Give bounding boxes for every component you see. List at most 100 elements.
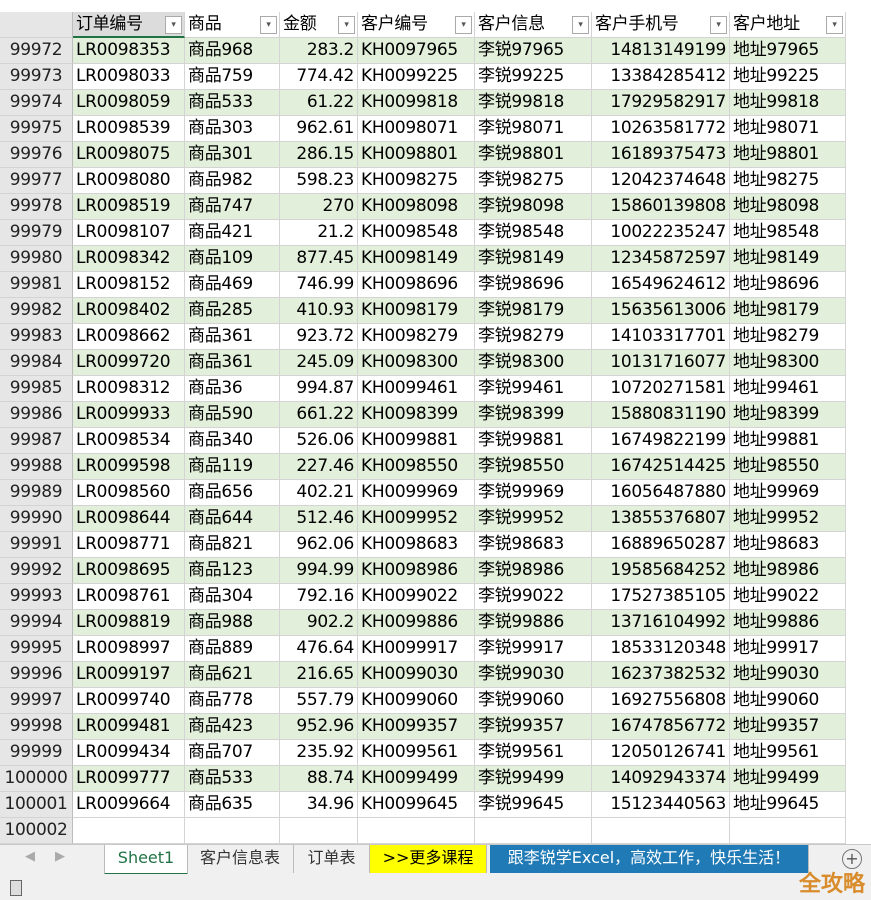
row-number[interactable]: 99994: [0, 610, 73, 636]
prev-sheet-arrow-icon[interactable]: ◀: [25, 849, 35, 864]
cell[interactable]: 14103317701: [592, 324, 730, 350]
cell[interactable]: 10131716077: [592, 350, 730, 376]
column-header[interactable]: 订单编号 ▾: [73, 12, 185, 38]
cell[interactable]: 商品301: [185, 142, 280, 168]
cell[interactable]: 952.96: [280, 714, 358, 740]
tab-sheet1[interactable]: Sheet1: [104, 845, 188, 875]
cell[interactable]: KH0098179: [358, 298, 475, 324]
row-number[interactable]: 99975: [0, 116, 73, 142]
cell[interactable]: KH0098279: [358, 324, 475, 350]
cell[interactable]: 286.15: [280, 142, 358, 168]
cell[interactable]: 13855376807: [592, 506, 730, 532]
filter-dropdown-icon[interactable]: ▾: [165, 16, 182, 34]
cell[interactable]: KH0098071: [358, 116, 475, 142]
cell[interactable]: LR0098644: [73, 506, 185, 532]
cell[interactable]: 李锐98149: [475, 246, 592, 272]
cell[interactable]: KH0099886: [358, 610, 475, 636]
row-number[interactable]: 99998: [0, 714, 73, 740]
cell[interactable]: KH0099917: [358, 636, 475, 662]
cell[interactable]: 商品304: [185, 584, 280, 610]
cell[interactable]: 地址99561: [730, 740, 846, 766]
cell[interactable]: 16889650287: [592, 532, 730, 558]
cell[interactable]: LR0099933: [73, 402, 185, 428]
cell[interactable]: 994.99: [280, 558, 358, 584]
cell[interactable]: 地址98300: [730, 350, 846, 376]
cell[interactable]: KH0098683: [358, 532, 475, 558]
cell[interactable]: 商品821: [185, 532, 280, 558]
cell[interactable]: KH0098149: [358, 246, 475, 272]
cell[interactable]: 商品778: [185, 688, 280, 714]
cell[interactable]: 地址98696: [730, 272, 846, 298]
cell[interactable]: 地址99225: [730, 64, 846, 90]
row-number[interactable]: 99985: [0, 376, 73, 402]
cell[interactable]: [185, 818, 280, 844]
column-header[interactable]: 客户编号 ▾: [358, 12, 475, 38]
cell[interactable]: 12050126741: [592, 740, 730, 766]
cell[interactable]: 商品889: [185, 636, 280, 662]
cell[interactable]: 商品533: [185, 766, 280, 792]
cell[interactable]: LR0099740: [73, 688, 185, 714]
row-number[interactable]: 99977: [0, 168, 73, 194]
filter-dropdown-icon[interactable]: ▾: [455, 16, 472, 34]
cell[interactable]: 商品644: [185, 506, 280, 532]
cell[interactable]: 商品423: [185, 714, 280, 740]
cell[interactable]: LR0098080: [73, 168, 185, 194]
cell[interactable]: LR0099720: [73, 350, 185, 376]
cell[interactable]: 13384285412: [592, 64, 730, 90]
cell[interactable]: KH0099060: [358, 688, 475, 714]
cell[interactable]: 地址98548: [730, 220, 846, 246]
cell[interactable]: 商品119: [185, 454, 280, 480]
row-number[interactable]: 99989: [0, 480, 73, 506]
filter-dropdown-icon[interactable]: ▾: [338, 16, 355, 34]
cell[interactable]: 李锐98548: [475, 220, 592, 246]
cell[interactable]: 402.21: [280, 480, 358, 506]
cell[interactable]: 661.22: [280, 402, 358, 428]
cell[interactable]: 李锐98683: [475, 532, 592, 558]
cell[interactable]: 李锐99952: [475, 506, 592, 532]
cell[interactable]: 地址99357: [730, 714, 846, 740]
macro-record-icon[interactable]: [10, 880, 22, 896]
row-number[interactable]: 99997: [0, 688, 73, 714]
row-number[interactable]: 99982: [0, 298, 73, 324]
row-number[interactable]: 99972: [0, 38, 73, 64]
cell[interactable]: 15880831190: [592, 402, 730, 428]
cell[interactable]: KH0099461: [358, 376, 475, 402]
row-number[interactable]: 99978: [0, 194, 73, 220]
row-number[interactable]: 99999: [0, 740, 73, 766]
cell[interactable]: 地址99060: [730, 688, 846, 714]
cell[interactable]: LR0098761: [73, 584, 185, 610]
filter-dropdown-icon[interactable]: ▾: [710, 16, 727, 34]
cell[interactable]: LR0098771: [73, 532, 185, 558]
row-number[interactable]: 99983: [0, 324, 73, 350]
cell[interactable]: 商品123: [185, 558, 280, 584]
cell[interactable]: 李锐98179: [475, 298, 592, 324]
cell[interactable]: 李锐99225: [475, 64, 592, 90]
cell[interactable]: 地址99881: [730, 428, 846, 454]
row-number[interactable]: 99992: [0, 558, 73, 584]
cell[interactable]: [73, 818, 185, 844]
cell[interactable]: KH0099499: [358, 766, 475, 792]
cell[interactable]: KH0099561: [358, 740, 475, 766]
cell[interactable]: 283.2: [280, 38, 358, 64]
tab-orders[interactable]: 订单表: [294, 845, 370, 873]
cell[interactable]: 李锐98098: [475, 194, 592, 220]
cell[interactable]: 地址99022: [730, 584, 846, 610]
row-number[interactable]: 99974: [0, 90, 73, 116]
cell[interactable]: LR0099664: [73, 792, 185, 818]
cell[interactable]: 88.74: [280, 766, 358, 792]
cell[interactable]: 商品340: [185, 428, 280, 454]
cell[interactable]: 21.2: [280, 220, 358, 246]
cell[interactable]: 李锐99357: [475, 714, 592, 740]
cell[interactable]: 746.99: [280, 272, 358, 298]
cell[interactable]: 902.2: [280, 610, 358, 636]
cell[interactable]: 地址98071: [730, 116, 846, 142]
cell[interactable]: LR0098402: [73, 298, 185, 324]
cell[interactable]: 李锐98801: [475, 142, 592, 168]
filter-dropdown-icon[interactable]: ▾: [826, 16, 843, 34]
cell[interactable]: LR0099197: [73, 662, 185, 688]
cell[interactable]: 476.64: [280, 636, 358, 662]
cell[interactable]: 商品285: [185, 298, 280, 324]
cell[interactable]: 16742514425: [592, 454, 730, 480]
cell[interactable]: 557.79: [280, 688, 358, 714]
cell[interactable]: 16237382532: [592, 662, 730, 688]
